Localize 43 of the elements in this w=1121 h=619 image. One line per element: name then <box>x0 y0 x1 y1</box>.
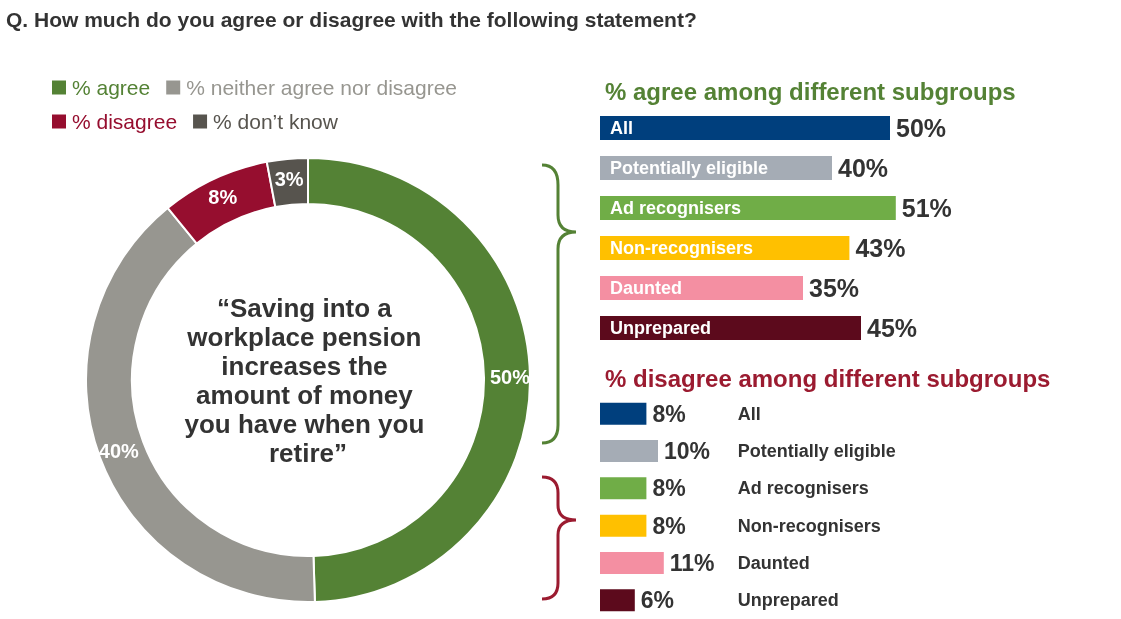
y-tick-label: Non-recognisers <box>610 238 754 258</box>
bar <box>600 116 890 140</box>
data-label: 50% <box>896 114 947 142</box>
bar <box>600 477 647 500</box>
data-label: 8% <box>652 475 686 502</box>
y-tick-label: Daunted <box>610 278 682 298</box>
y-tick-label: All <box>610 118 634 138</box>
bar <box>600 514 647 537</box>
data-label: 45% <box>867 314 918 342</box>
legend-label: % agree <box>72 76 151 99</box>
y-tick-label: All <box>737 403 761 424</box>
y-tick-label: Potentially eligible <box>737 441 896 461</box>
y-tick-label: Ad recognisers <box>737 478 869 499</box>
data-label: 8% <box>652 512 686 539</box>
data-label: 3% <box>274 167 304 190</box>
data-label: 50% <box>489 365 531 388</box>
text: % disagree among different subgroups <box>605 364 1051 392</box>
data-label: 8% <box>208 185 238 208</box>
bar <box>600 589 635 612</box>
y-tick-label: Unprepared <box>610 318 712 338</box>
chart-title: Q. How much do you agree or disagree with the following statement? <box>6 8 697 32</box>
data-label: 6% <box>640 587 675 614</box>
legend-label: % disagree <box>72 110 178 133</box>
y-tick-label: Unprepared <box>737 590 839 611</box>
data-label: 10% <box>664 438 711 464</box>
y-tick-label: Daunted <box>737 553 810 573</box>
data-label: 51% <box>901 194 952 222</box>
data-label: 11% <box>669 550 715 576</box>
chart-title: % agree among different subgroups <box>605 77 1016 105</box>
legend-label: % don’t know <box>213 110 339 133</box>
data-label: 8% <box>652 400 686 427</box>
data-label: 35% <box>809 274 860 302</box>
data-label: 40% <box>98 439 140 462</box>
bar <box>600 552 664 574</box>
y-tick-label: Potentially eligible <box>610 158 769 178</box>
data-label: 40% <box>838 154 889 182</box>
y-tick-label: Ad recognisers <box>610 198 742 218</box>
bar <box>600 402 647 425</box>
bar <box>600 440 658 462</box>
y-tick-label: Non-recognisers <box>737 515 881 536</box>
legend-label: % neither agree nor disagree <box>186 76 458 99</box>
data-label: 43% <box>855 234 906 262</box>
text: “Saving into a workplace pension increases the amount of money you have when you retire” <box>184 292 432 468</box>
